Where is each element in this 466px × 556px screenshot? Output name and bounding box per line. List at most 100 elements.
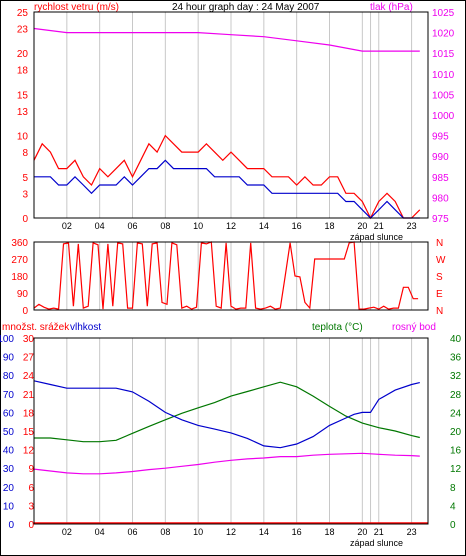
- temperature-y-tick: 4: [450, 501, 456, 512]
- rain-y-tick: 15: [23, 427, 35, 438]
- humidity-y-tick: 10: [3, 501, 15, 512]
- x-tick-label: 08: [160, 221, 170, 231]
- wind-y-tick: 13: [17, 107, 29, 118]
- temperature-y-tick: 0: [450, 520, 456, 531]
- pressure-y-tick: 1015: [432, 49, 455, 60]
- rain-y-tick: 0: [28, 520, 34, 531]
- wind-panel-frame: [33, 11, 429, 219]
- pressure-axis-label: tlak (hPa): [370, 2, 413, 13]
- pressure-y-tick: 1025: [432, 8, 455, 19]
- x-tick-label: 20: [357, 527, 367, 537]
- temperature-y-tick: 12: [450, 464, 462, 475]
- dew-point-line: [33, 452, 420, 475]
- x-tick-label: 20: [357, 221, 367, 231]
- humidity-y-tick: 50: [3, 427, 15, 438]
- rain-y-tick: 18: [23, 408, 35, 419]
- pressure-y-tick: 980: [432, 193, 449, 204]
- rain-y-tick: 21: [23, 390, 35, 401]
- compass-letter: S: [436, 272, 443, 283]
- pressure-y-tick: 1020: [432, 29, 455, 40]
- humidity-y-tick: 60: [3, 408, 15, 419]
- x-tick-label: 04: [95, 221, 105, 231]
- humidity-y-tick: 30: [3, 464, 15, 475]
- humidity-y-tick: 20: [3, 483, 15, 494]
- rain-y-tick: 12: [23, 446, 35, 457]
- sunset-label-2: západ slunce: [350, 538, 403, 548]
- x-tick-label: 21: [374, 527, 384, 537]
- wind-pressure-panel: 0 3 5 8 10 13 15 18 20 23 25 975 980 985 990 995 1000 10…: [17, 8, 455, 242]
- pressure-y-tick: 990: [432, 152, 449, 163]
- x-tick-label: 06: [127, 527, 137, 537]
- x-tick-label: 16: [292, 221, 302, 231]
- x-tick-label: 14: [259, 221, 269, 231]
- temperature-y-tick: 24: [450, 408, 462, 419]
- compass-letter: E: [436, 289, 443, 300]
- wind-y-tick: 8: [22, 148, 28, 159]
- temperature-y-tick: 16: [450, 446, 462, 457]
- wind-y-tick: 18: [17, 66, 29, 77]
- x-tick-label: 02: [62, 527, 72, 537]
- wind-y-tick: 5: [22, 173, 28, 184]
- x-tick-label: 23: [407, 221, 417, 231]
- x-tick-label: 08: [160, 527, 170, 537]
- wind-y-tick: 15: [17, 90, 29, 101]
- temperature-axis-label: teplota (°C): [312, 322, 363, 333]
- x-tick-label: 18: [324, 221, 334, 231]
- humidity-y-tick: 70: [3, 390, 15, 401]
- x-tick-label: 12: [226, 527, 236, 537]
- compass-letter: N: [436, 306, 443, 317]
- sunset-label-1: západ slunce: [350, 232, 403, 242]
- temperature-y-tick: 32: [450, 371, 462, 382]
- temperature-y-tick: 36: [450, 353, 462, 364]
- x-tick-label: 12: [226, 221, 236, 231]
- humidity-y-tick: 100: [0, 334, 14, 345]
- pressure-y-tick: 995: [432, 132, 449, 143]
- direction-y-tick: 90: [17, 289, 29, 300]
- wind-y-tick: 23: [17, 24, 29, 35]
- rain-y-tick: 6: [28, 483, 34, 494]
- x-tick-label: 16: [292, 527, 302, 537]
- wind-axis-label: rychlost vetru (m/s): [34, 2, 119, 13]
- wind-y-tick: 3: [22, 189, 28, 200]
- humidity-y-tick: 0: [8, 520, 14, 531]
- temperature-y-tick: 8: [450, 483, 456, 494]
- temperature-line: [34, 381, 420, 443]
- pressure-y-tick: 975: [432, 214, 449, 225]
- temp-panel-frame: [33, 337, 429, 525]
- x-tick-label: 02: [62, 221, 72, 231]
- x-tick-label: 10: [193, 527, 203, 537]
- pressure-y-tick: 1005: [432, 90, 455, 101]
- wind-y-tick: 0: [22, 214, 28, 225]
- pressure-y-tick: 985: [432, 173, 449, 184]
- temperature-y-tick: 28: [450, 390, 462, 401]
- rain-y-tick: 9: [28, 464, 34, 475]
- pressure-line: [33, 27, 420, 52]
- humidity-axis-label: vlhkost: [70, 322, 101, 333]
- compass-letter: N: [436, 238, 443, 249]
- x-tick-label: 18: [324, 527, 334, 537]
- rain-y-tick: 30: [23, 334, 35, 345]
- temperature-y-tick: 40: [450, 334, 462, 345]
- direction-y-tick: 0: [22, 306, 28, 317]
- x-tick-label: 06: [127, 221, 137, 231]
- pressure-y-tick: 1010: [432, 70, 455, 81]
- x-tick-label: 23: [407, 527, 417, 537]
- wind-gust-line: [33, 134, 421, 220]
- dew-point-axis-label: rosný bod: [392, 322, 436, 333]
- wind-average-line: [34, 159, 420, 219]
- chart-title: 24 hour graph day : 24 May 2007: [172, 2, 320, 13]
- rain-y-tick: 3: [28, 501, 34, 512]
- wind-y-tick: 25: [17, 8, 29, 19]
- wind-y-tick: 20: [17, 49, 29, 60]
- humidity-y-tick: 40: [3, 446, 15, 457]
- x-tick-label: 04: [95, 527, 105, 537]
- direction-y-tick: 360: [11, 238, 28, 249]
- direction-panel-frame: [33, 241, 429, 311]
- wind-y-tick: 10: [17, 132, 29, 143]
- compass-letter: W: [436, 255, 446, 266]
- rain-axis-label: množst. srážek: [2, 322, 70, 333]
